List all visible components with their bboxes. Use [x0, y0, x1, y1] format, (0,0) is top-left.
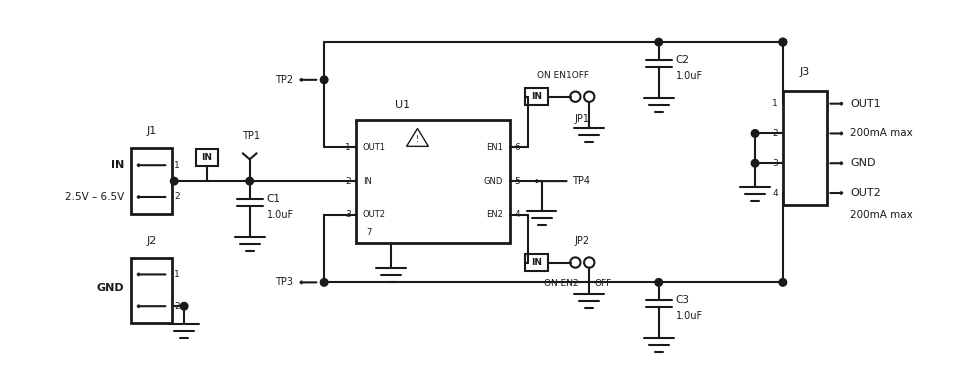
Text: OUT2: OUT2: [363, 210, 386, 219]
Text: !: !: [416, 135, 419, 144]
Text: JP2: JP2: [575, 236, 590, 246]
Text: 2: 2: [772, 129, 778, 138]
Text: 7: 7: [366, 228, 371, 237]
Text: IN: IN: [531, 92, 542, 101]
Bar: [131, 148, 172, 214]
Text: GND: GND: [97, 283, 125, 293]
Text: IN: IN: [201, 153, 213, 162]
Text: EN1: EN1: [486, 143, 502, 152]
Text: 2: 2: [174, 302, 180, 311]
Text: OUT2: OUT2: [850, 188, 881, 198]
Text: 4: 4: [772, 188, 778, 197]
Circle shape: [246, 178, 254, 185]
Text: C3: C3: [676, 295, 689, 305]
Circle shape: [655, 279, 662, 286]
Text: 1: 1: [346, 143, 351, 152]
Text: TP4: TP4: [572, 176, 590, 186]
Circle shape: [751, 130, 759, 137]
Text: IN: IN: [111, 160, 125, 170]
Text: 2: 2: [174, 192, 180, 201]
Circle shape: [180, 302, 188, 310]
Bar: [131, 258, 172, 323]
Bar: [526, 254, 548, 271]
Bar: [196, 149, 219, 166]
Text: 2.5V – 6.5V: 2.5V – 6.5V: [65, 192, 125, 202]
Text: IN: IN: [531, 258, 542, 267]
Text: GND: GND: [850, 158, 876, 168]
Text: 1.0uF: 1.0uF: [676, 71, 703, 81]
Bar: [526, 88, 548, 105]
Bar: [356, 120, 510, 243]
Text: ON EN2: ON EN2: [544, 280, 579, 289]
Circle shape: [751, 160, 759, 167]
Text: 200mA max: 200mA max: [850, 210, 913, 220]
Text: GND: GND: [483, 177, 502, 186]
Text: C2: C2: [676, 55, 689, 65]
Text: EN2: EN2: [486, 210, 502, 219]
Text: J1: J1: [146, 126, 157, 136]
Text: 200mA max: 200mA max: [850, 129, 913, 138]
Bar: [783, 91, 827, 205]
Text: TP1: TP1: [242, 131, 259, 142]
Circle shape: [320, 279, 328, 286]
Text: IN: IN: [363, 177, 372, 186]
Text: 1: 1: [174, 161, 180, 170]
Text: 1: 1: [772, 99, 778, 108]
Text: 1.0uF: 1.0uF: [676, 311, 703, 321]
Text: TP3: TP3: [275, 277, 293, 287]
Text: JP1: JP1: [575, 114, 590, 124]
Text: TP2: TP2: [275, 75, 293, 85]
Text: U1: U1: [395, 100, 410, 109]
Text: 2: 2: [346, 177, 351, 186]
Text: C1: C1: [266, 194, 281, 204]
Circle shape: [779, 38, 787, 46]
Circle shape: [779, 38, 787, 46]
Text: OUT1: OUT1: [850, 99, 881, 109]
Circle shape: [170, 178, 178, 185]
Text: 3: 3: [346, 210, 351, 219]
Text: J3: J3: [800, 67, 810, 77]
Circle shape: [779, 279, 787, 286]
Text: 3: 3: [772, 159, 778, 168]
Circle shape: [655, 38, 662, 46]
Text: 6: 6: [515, 143, 521, 152]
Text: J2: J2: [146, 236, 157, 246]
Text: 1.0uF: 1.0uF: [266, 210, 293, 220]
Text: 5: 5: [515, 177, 521, 186]
Circle shape: [320, 76, 328, 84]
Text: OFF: OFF: [594, 280, 612, 289]
Text: OUT1: OUT1: [363, 143, 386, 152]
Text: ON EN1OFF: ON EN1OFF: [537, 71, 590, 80]
Text: 1: 1: [174, 270, 180, 279]
Text: 4: 4: [515, 210, 521, 219]
